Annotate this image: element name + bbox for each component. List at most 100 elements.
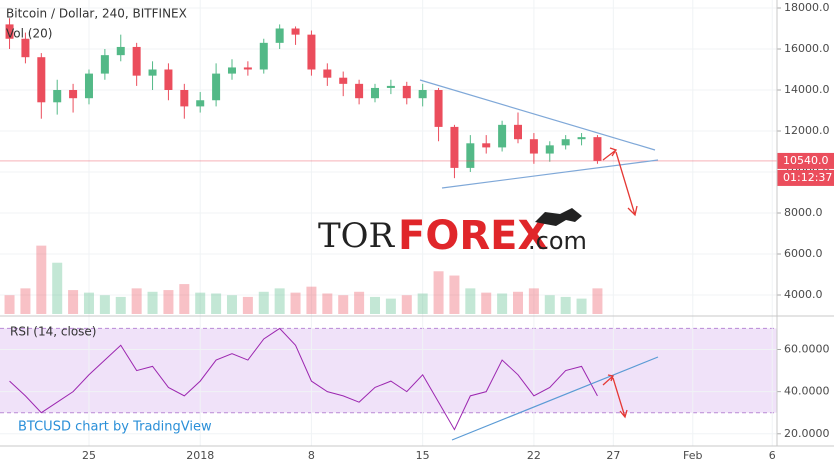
x-tick-label: 27 xyxy=(606,449,620,462)
y-tick-label: 14000.0 xyxy=(784,83,830,96)
x-tick-label: Feb xyxy=(683,449,702,462)
candle-body xyxy=(148,69,157,76)
volume-bar xyxy=(20,288,31,314)
credit: BTCUSD chart by TradingView xyxy=(18,420,212,435)
chart-title: Bitcoin / Dollar, 240, BITFINEX xyxy=(6,7,187,21)
candle-body xyxy=(323,69,332,78)
candle-body xyxy=(561,139,570,146)
candle-body xyxy=(243,67,252,70)
volume-bar xyxy=(481,292,492,314)
candle-body xyxy=(21,38,30,58)
trendline xyxy=(441,159,659,189)
x-tick-label: 15 xyxy=(416,449,430,462)
candle-body xyxy=(593,137,602,161)
candle-body xyxy=(307,34,316,70)
volume-bar xyxy=(4,295,15,314)
volume-bar xyxy=(465,288,476,314)
trendline xyxy=(451,356,659,441)
candle-body xyxy=(37,57,46,103)
volume-bar xyxy=(147,291,158,314)
candle-body xyxy=(164,69,173,90)
volume-bar xyxy=(99,295,110,314)
candle-body xyxy=(450,126,459,168)
candle-body xyxy=(132,46,141,76)
volume-bar xyxy=(163,290,174,314)
arrow xyxy=(602,147,638,217)
volume-bar xyxy=(195,292,206,314)
volume-bar xyxy=(544,295,555,314)
candle-body xyxy=(196,100,205,107)
arrow xyxy=(602,374,628,419)
y-tick-label: 8000.0 xyxy=(784,206,823,219)
volume-bar xyxy=(401,295,412,314)
candle-body xyxy=(545,145,554,154)
volume-bar xyxy=(338,295,349,314)
candle-body xyxy=(339,77,348,84)
logo-com: .com xyxy=(528,227,587,255)
candle-body xyxy=(291,28,300,35)
volume-bar xyxy=(290,292,301,314)
candle-body xyxy=(259,42,268,70)
candle-body xyxy=(434,89,443,127)
candle-body xyxy=(275,28,284,43)
candle-body xyxy=(69,89,78,99)
volume-bar xyxy=(369,296,380,314)
volume-bar xyxy=(258,291,269,314)
candle-body xyxy=(402,85,411,99)
candle-body xyxy=(577,137,586,140)
last-price-tag xyxy=(777,152,834,169)
x-tick-label: 6 xyxy=(769,449,776,462)
volume-bar xyxy=(560,296,571,314)
volume-bar xyxy=(576,298,587,314)
y-tick-label: 6000.0 xyxy=(784,247,823,260)
candle-body xyxy=(482,143,491,148)
volume-bar xyxy=(274,288,285,314)
x-tick-label: 25 xyxy=(82,449,96,462)
volume-bar xyxy=(306,286,317,314)
candle-body xyxy=(355,83,364,99)
volume-bar xyxy=(385,298,396,314)
candle-body xyxy=(180,89,189,107)
logo-tor: TOR xyxy=(318,216,396,256)
candle-body xyxy=(116,46,125,56)
y-tick-label: 12000.0 xyxy=(784,124,830,137)
volume-bar xyxy=(131,288,142,314)
volume-bar xyxy=(83,292,94,314)
logo-forex: FOREX xyxy=(398,213,548,259)
rsi-band xyxy=(0,328,777,413)
volume-bar xyxy=(417,293,428,314)
volume-bar xyxy=(68,290,79,314)
y-tick-label: 16000.0 xyxy=(784,42,830,55)
candle-body xyxy=(227,67,236,74)
volume-bar xyxy=(226,295,237,314)
candle-body xyxy=(84,73,93,99)
y-tick-label: 40.0000 xyxy=(784,385,830,398)
volume-bar xyxy=(449,275,460,314)
countdown-tag xyxy=(777,169,834,186)
volume-bar xyxy=(211,293,222,314)
volume-bar xyxy=(115,296,126,314)
candle-body xyxy=(5,24,14,39)
last-price-label: 10540.0 xyxy=(783,154,829,167)
candle-body xyxy=(514,124,522,140)
volume-bar xyxy=(592,288,603,314)
volume-bar xyxy=(497,293,508,314)
x-tick-label: 2018 xyxy=(186,449,214,462)
candle-body xyxy=(529,139,538,154)
rsi-title: RSI (14, close) xyxy=(10,325,96,339)
y-tick-label: 20.0000 xyxy=(784,427,830,440)
volume-label: Vol (20) xyxy=(6,27,52,41)
watermark: TOR FOREX .com xyxy=(318,208,587,259)
candle-body xyxy=(498,124,507,148)
volume-bar xyxy=(433,271,444,314)
x-tick-label: 8 xyxy=(308,449,315,462)
volume-bar xyxy=(179,284,190,314)
y-tick-label: 18000.0 xyxy=(784,1,830,14)
volume-bar xyxy=(36,245,47,314)
candle-body xyxy=(53,89,62,103)
candle-body xyxy=(418,89,427,99)
rsi-line xyxy=(9,327,598,431)
candle-body xyxy=(212,73,221,101)
logo-bull xyxy=(535,208,582,226)
volume-bar xyxy=(52,262,63,314)
